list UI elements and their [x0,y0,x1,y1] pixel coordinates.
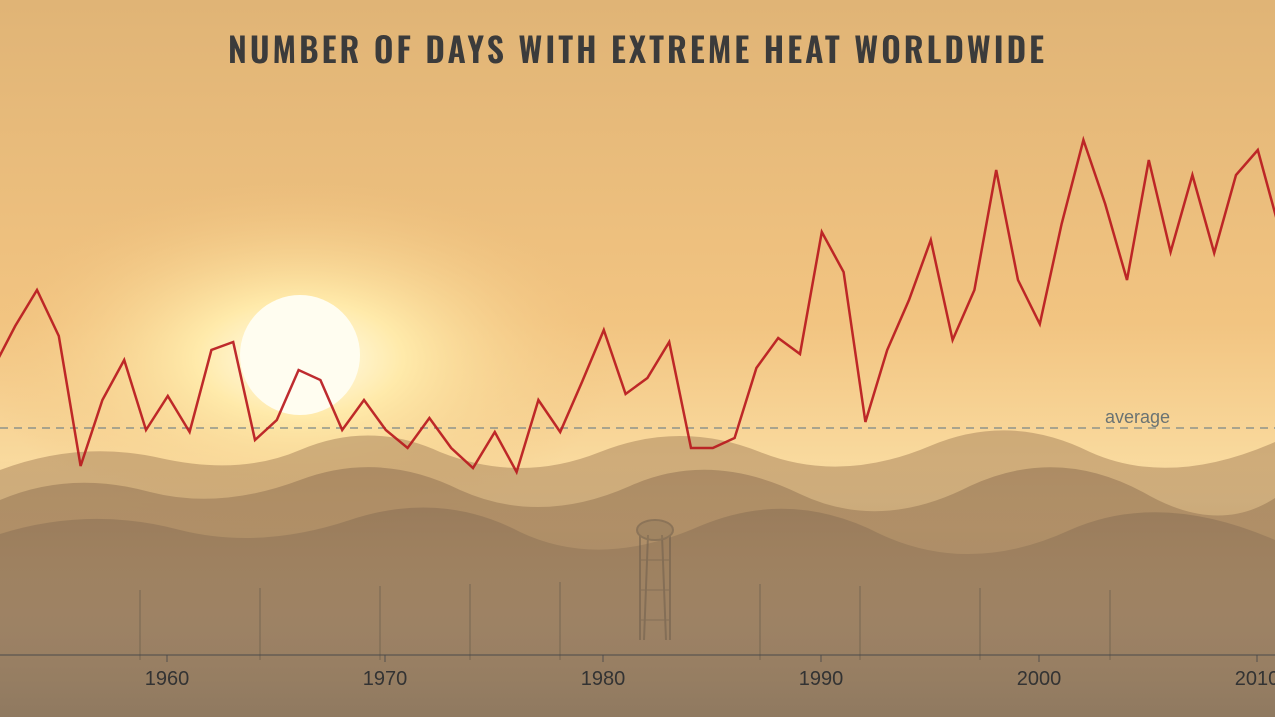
chart-title: NUMBER OF DAYS WITH EXTREME HEAT WORLDWI… [0,22,1275,73]
x-tick-label: 1980 [581,668,626,691]
x-tick-label: 2000 [1017,668,1062,691]
x-tick-label: 2010 [1235,668,1275,691]
x-tick-label: 1990 [799,668,844,691]
x-axis-ticks [167,655,1257,662]
x-tick-label: 1960 [145,668,190,691]
chart-container: NUMBER OF DAYS WITH EXTREME HEAT WORLDWI… [0,0,1275,717]
data-series-line [0,140,1275,472]
line-chart [0,0,1275,717]
average-label: average [1105,407,1170,428]
x-tick-label: 1970 [363,668,408,691]
